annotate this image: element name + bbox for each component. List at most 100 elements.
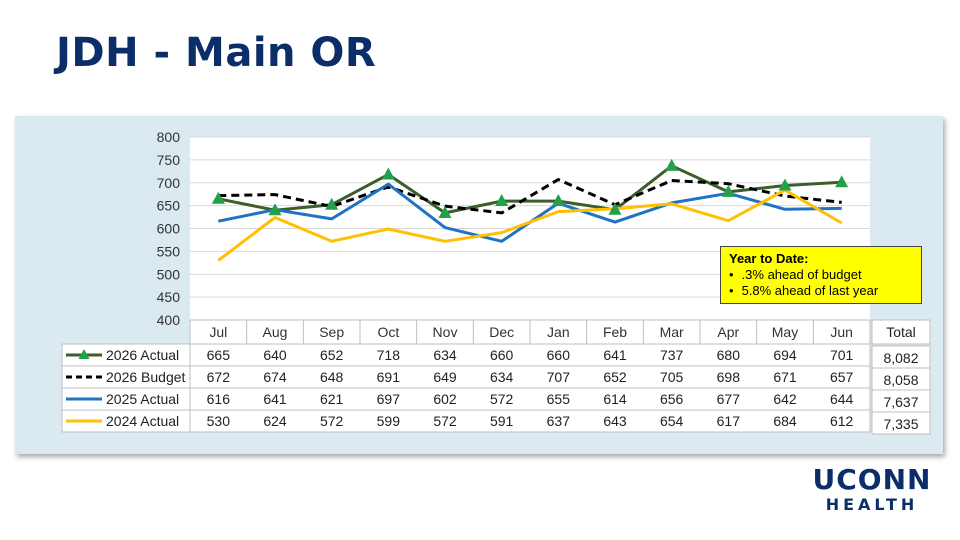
data-point-marker: [495, 194, 509, 207]
x-tick-label: May: [772, 324, 798, 340]
logo-line2: HEALTH: [825, 495, 919, 514]
data-label: 671: [773, 369, 797, 385]
data-point-marker: [211, 191, 225, 204]
legend-label: 2026 Actual: [106, 347, 179, 363]
data-label: 599: [377, 413, 401, 429]
data-point-marker: [778, 178, 792, 191]
data-label: 680: [717, 347, 741, 363]
x-tick-label: Jun: [830, 324, 853, 340]
data-label: 677: [717, 391, 741, 407]
data-point-marker: [721, 184, 735, 197]
data-label: 684: [773, 413, 797, 429]
ytd-list: .3% ahead of budget 5.8% ahead of last y…: [729, 267, 913, 299]
legend-label: 2024 Actual: [106, 413, 179, 429]
y-tick-label: 650: [157, 198, 181, 214]
x-tick-label: Feb: [603, 324, 627, 340]
data-label: 660: [547, 347, 571, 363]
total-header: Total: [886, 324, 916, 340]
y-tick-label: 500: [157, 266, 181, 282]
y-tick-label: 750: [157, 152, 181, 168]
data-label: 612: [830, 413, 854, 429]
data-point-marker: [551, 194, 565, 207]
ytd-bullet-budget: .3% ahead of budget: [729, 267, 913, 283]
total-value: 8,058: [883, 372, 918, 388]
data-label: 644: [830, 391, 854, 407]
x-tick-label: Jul: [209, 324, 227, 340]
y-tick-label: 400: [157, 312, 181, 328]
data-point-marker: [381, 167, 395, 180]
x-tick-label: Dec: [489, 324, 514, 340]
uconn-health-logo: UCONN HEALTH: [812, 464, 932, 514]
data-label: 660: [490, 347, 514, 363]
data-label: 652: [603, 369, 627, 385]
data-label: 674: [263, 369, 287, 385]
data-point-marker: [835, 175, 849, 188]
ytd-bullet-last-year: 5.8% ahead of last year: [729, 283, 913, 299]
y-tick-label: 450: [157, 289, 181, 305]
data-label: 640: [263, 347, 287, 363]
data-label: 621: [320, 391, 344, 407]
ytd-title: Year to Date:: [729, 251, 809, 266]
x-tick-label: Aug: [263, 324, 288, 340]
data-label: 614: [603, 391, 627, 407]
total-value: 8,082: [883, 350, 918, 366]
data-label: 634: [490, 369, 514, 385]
data-label: 572: [320, 413, 344, 429]
data-point-marker: [268, 203, 282, 216]
slide-title: JDH - Main OR: [56, 30, 377, 76]
data-label: 657: [830, 369, 854, 385]
legend-label: 2025 Actual: [106, 391, 179, 407]
y-tick-label: 700: [157, 175, 181, 191]
y-tick-label: 600: [157, 221, 181, 237]
data-label: 641: [263, 391, 287, 407]
data-label: 643: [603, 413, 627, 429]
total-value: 7,335: [883, 416, 918, 432]
x-tick-label: Jan: [547, 324, 570, 340]
table-row: [61, 387, 871, 411]
ytd-callout: Year to Date: .3% ahead of budget 5.8% a…: [720, 246, 922, 304]
data-point-marker: [438, 205, 452, 218]
x-tick-label: Sep: [319, 324, 344, 340]
series-line: [218, 178, 842, 215]
series-line: [217, 188, 843, 262]
data-label: 694: [773, 347, 797, 363]
data-label: 737: [660, 347, 684, 363]
data-label: 634: [433, 347, 457, 363]
data-point-marker: [325, 197, 339, 210]
data-label: 617: [717, 413, 741, 429]
data-label: 705: [660, 369, 684, 385]
data-label: 642: [773, 391, 797, 407]
data-label: 654: [660, 413, 684, 429]
logo-line1: UCONN: [812, 463, 932, 496]
data-label: 652: [320, 347, 344, 363]
data-label: 591: [490, 413, 514, 429]
x-tick-label: Nov: [433, 324, 458, 340]
table-row: [61, 409, 871, 433]
data-label: 637: [547, 413, 571, 429]
data-point-marker: [665, 158, 679, 171]
data-label: 530: [207, 413, 231, 429]
data-label: 602: [433, 391, 457, 407]
table-row: [61, 343, 871, 367]
data-label: 624: [263, 413, 287, 429]
data-label: 616: [207, 391, 231, 407]
total-cell: [871, 411, 931, 435]
data-label: 718: [377, 347, 401, 363]
data-label: 572: [490, 391, 514, 407]
data-label: 691: [377, 369, 401, 385]
data-label: 649: [433, 369, 457, 385]
data-label: 701: [830, 347, 854, 363]
data-label: 656: [660, 391, 684, 407]
total-header-cell: [871, 319, 931, 345]
data-point-marker: [608, 202, 622, 215]
x-tick-label: Oct: [377, 324, 399, 340]
data-label: 572: [433, 413, 457, 429]
data-label: 655: [547, 391, 571, 407]
x-tick-label: Mar: [660, 324, 684, 340]
legend-marker: [78, 349, 90, 359]
data-label: 641: [603, 347, 627, 363]
data-label: 697: [377, 391, 401, 407]
data-label: 665: [207, 347, 231, 363]
x-tick-label: Apr: [717, 324, 739, 340]
data-label: 648: [320, 369, 344, 385]
